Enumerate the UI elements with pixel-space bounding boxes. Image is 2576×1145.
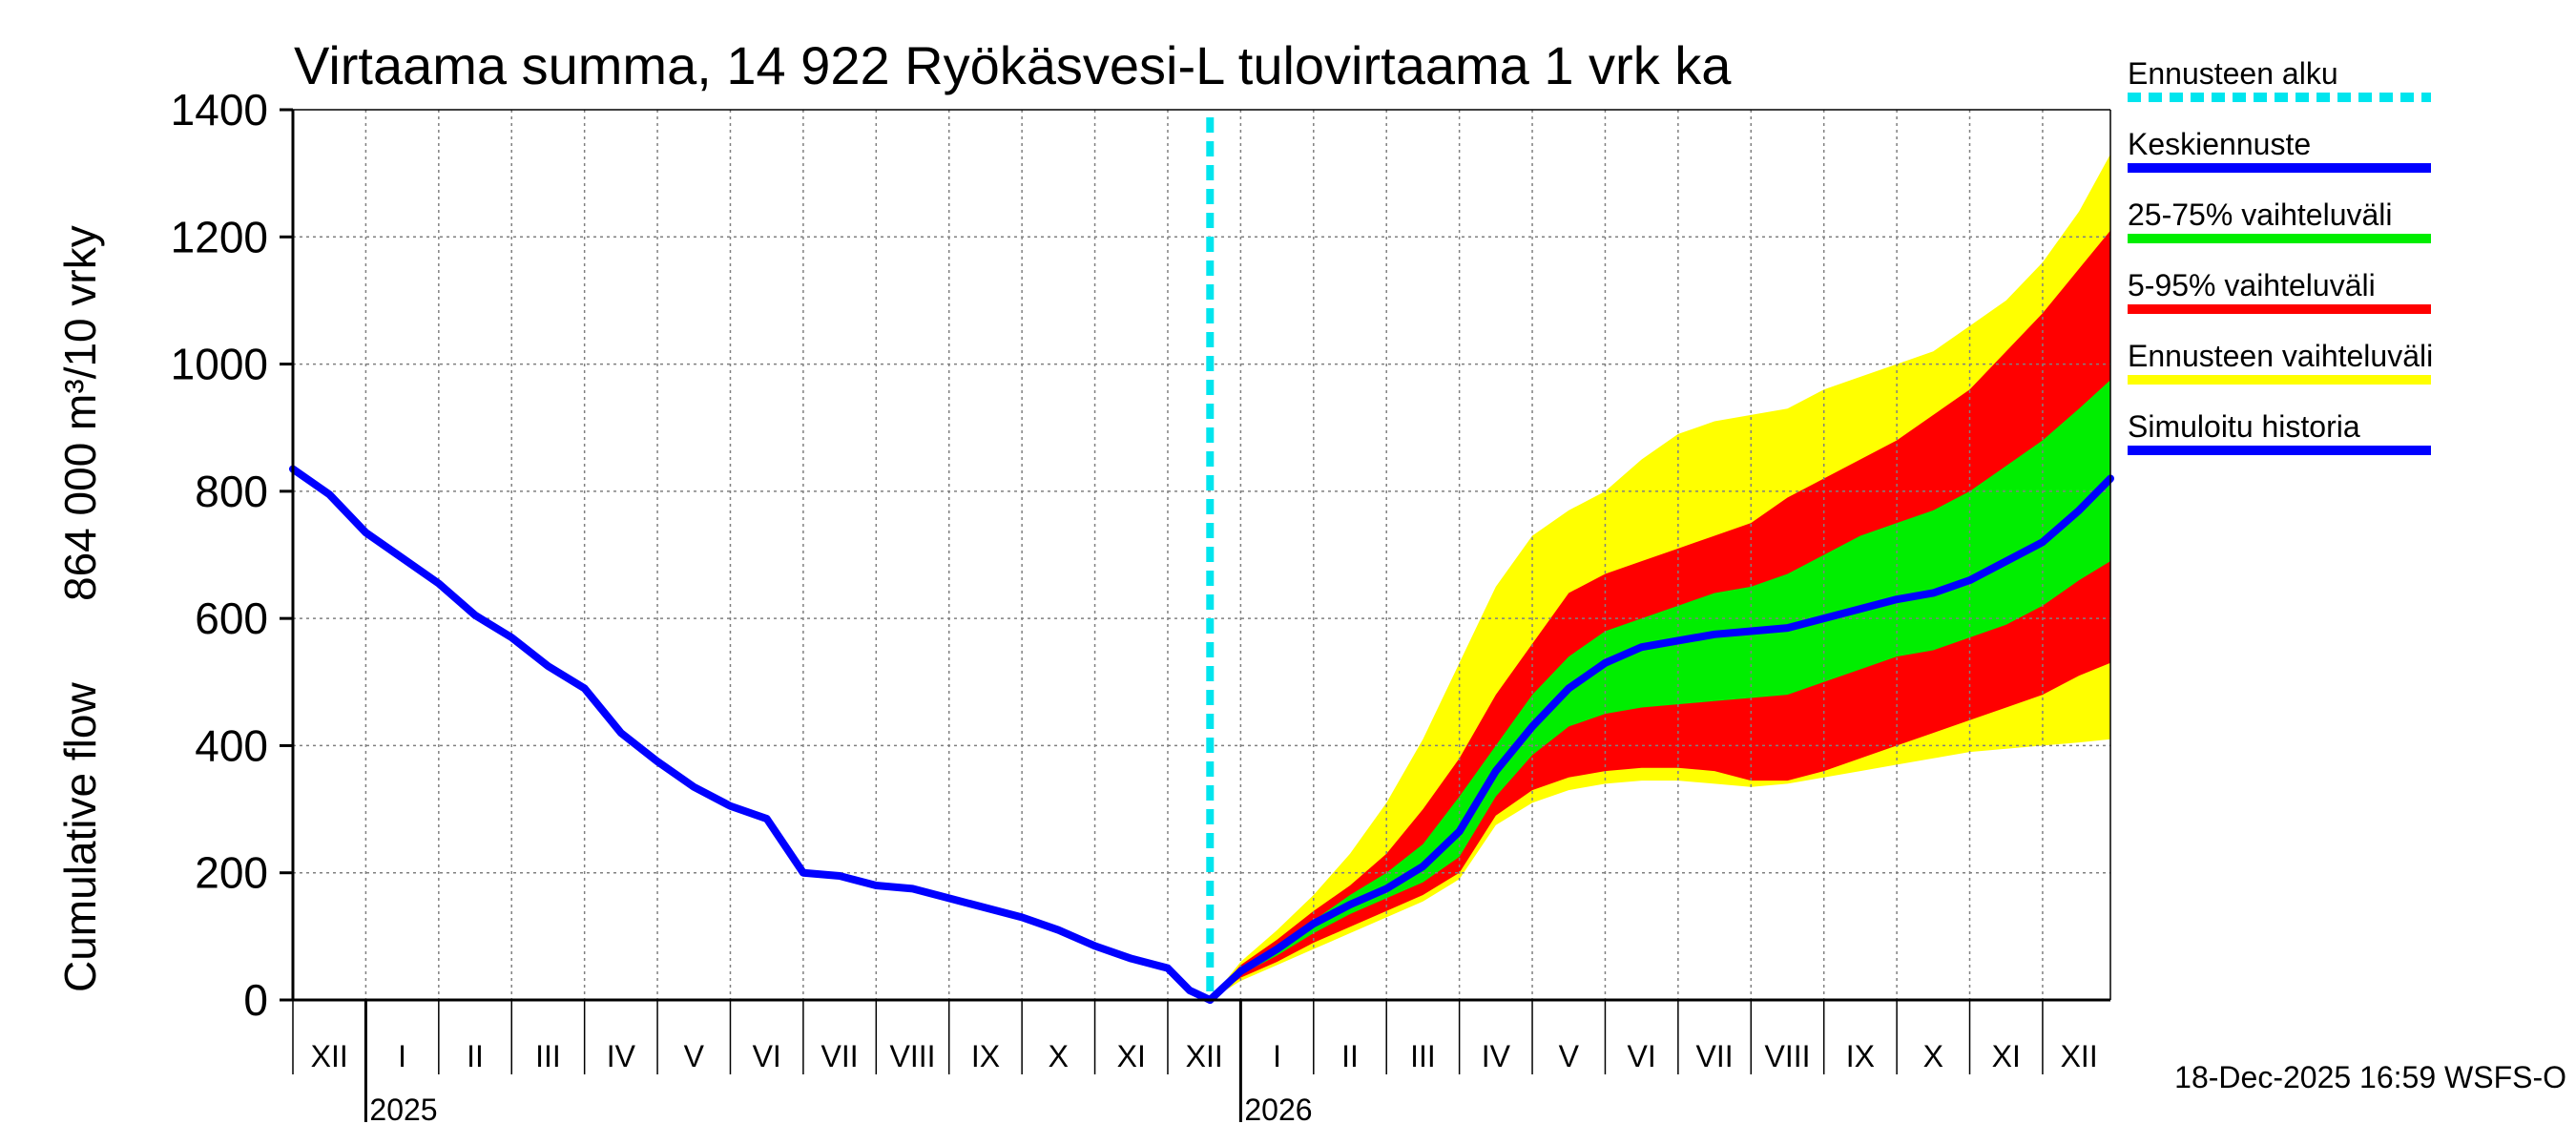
x-month-label: XII bbox=[2061, 1039, 2098, 1073]
legend-label: Ennusteen alku bbox=[2128, 56, 2338, 91]
series-lines bbox=[289, 117, 2114, 1004]
x-month-label: IV bbox=[1482, 1039, 1511, 1073]
history-line bbox=[289, 465, 1215, 1004]
x-month-label: VIII bbox=[890, 1039, 936, 1073]
x-month-label: VII bbox=[821, 1039, 859, 1073]
chart-title: Virtaama summa, 14 922 Ryökäsvesi-L tulo… bbox=[294, 35, 1732, 95]
y-tick-label: 0 bbox=[243, 975, 268, 1025]
x-year-label: 2026 bbox=[1244, 1093, 1312, 1127]
x-month-label: XI bbox=[1992, 1039, 2021, 1073]
x-month-label: VII bbox=[1696, 1039, 1734, 1073]
x-month-label: IV bbox=[607, 1039, 636, 1073]
y-axis-label-primary: Cumulative flow bbox=[55, 682, 105, 992]
y-tick-label: 1400 bbox=[171, 85, 268, 135]
y-tick-label: 800 bbox=[195, 467, 268, 516]
x-month-label: IX bbox=[1846, 1039, 1875, 1073]
x-month-label: X bbox=[1049, 1039, 1069, 1073]
median-forecast-line bbox=[1206, 474, 2114, 1004]
x-month-label: X bbox=[1923, 1039, 1943, 1073]
legend-label: 25-75% vaihteluväli bbox=[2128, 198, 2393, 232]
y-tick-label: 1200 bbox=[171, 212, 268, 261]
legend-label: Ennusteen vaihteluväli bbox=[2128, 339, 2433, 373]
y-tick-label: 200 bbox=[195, 848, 268, 898]
x-month-label: I bbox=[398, 1039, 406, 1073]
x-month-label: XII bbox=[1186, 1039, 1223, 1073]
x-month-label: XI bbox=[1117, 1039, 1146, 1073]
legend-label: Keskiennuste bbox=[2128, 127, 2311, 161]
x-month-label: V bbox=[684, 1039, 705, 1073]
x-month-label: VIII bbox=[1764, 1039, 1810, 1073]
y-tick-label: 400 bbox=[195, 720, 268, 770]
y-tick-label: 1000 bbox=[171, 340, 268, 389]
band-25-75 bbox=[1210, 380, 2110, 1000]
forecast-bands bbox=[1210, 154, 2110, 1000]
y-tick-label: 600 bbox=[195, 593, 268, 643]
grid-lines bbox=[293, 110, 2110, 1000]
legend: Ennusteen alku Keskiennuste 25-75% vaihtel… bbox=[2128, 56, 2433, 455]
x-month-label: III bbox=[535, 1039, 561, 1073]
x-month-label: VI bbox=[753, 1039, 781, 1073]
x-year-label: 2025 bbox=[369, 1093, 437, 1127]
x-month-label: IX bbox=[971, 1039, 1000, 1073]
x-month-label: II bbox=[467, 1039, 484, 1073]
x-month-label: XII bbox=[311, 1039, 348, 1073]
x-month-label: V bbox=[1559, 1039, 1580, 1073]
legend-label: 5-95% vaihteluväli bbox=[2128, 268, 2376, 302]
x-month-label: I bbox=[1273, 1039, 1281, 1073]
timestamp: 18-Dec-2025 16:59 WSFS-O bbox=[2174, 1060, 2566, 1094]
x-month-label: II bbox=[1341, 1039, 1359, 1073]
x-month-label: VI bbox=[1628, 1039, 1656, 1073]
legend-label: Simuloitu historia bbox=[2128, 409, 2360, 444]
x-month-label: III bbox=[1410, 1039, 1436, 1073]
y-axis-label-units: 864 000 m³/10 vrky bbox=[55, 225, 105, 601]
